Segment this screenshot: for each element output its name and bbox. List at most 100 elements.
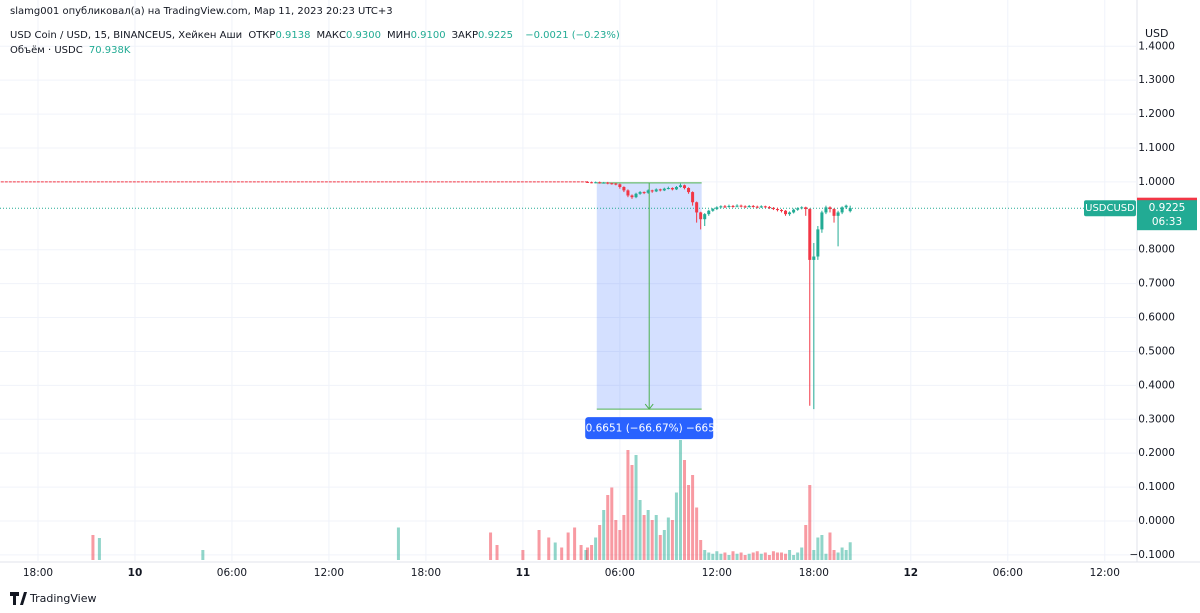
candle-body bbox=[775, 209, 779, 211]
candle-body bbox=[792, 209, 796, 213]
volume-bar bbox=[683, 460, 687, 560]
y-tick-label: 0.0000 bbox=[1138, 515, 1175, 527]
candle-body bbox=[763, 206, 767, 208]
x-tick-label: 18:00 bbox=[23, 567, 53, 579]
publisher: slamg001 опубликовал(а) на TradingView.c… bbox=[10, 6, 393, 17]
volume-bar bbox=[755, 551, 759, 560]
candle-body bbox=[695, 202, 699, 213]
volume-bar bbox=[711, 553, 715, 560]
x-tick-label: 18:00 bbox=[799, 567, 829, 579]
candle-body bbox=[711, 209, 715, 211]
candle-body bbox=[670, 188, 674, 190]
x-tick-label: 06:00 bbox=[605, 567, 635, 579]
x-tick-label: 06:00 bbox=[993, 567, 1023, 579]
volume-bar bbox=[537, 530, 541, 560]
volume-bar bbox=[812, 550, 816, 560]
volume-bar bbox=[553, 542, 557, 560]
symbol-title: USD Coin / USD, 15, BINANCEUS, Хейкен Аш… bbox=[10, 30, 243, 41]
volume-bar bbox=[662, 530, 666, 560]
volume-bar bbox=[678, 440, 682, 560]
candle-body bbox=[630, 195, 634, 198]
volume-bar bbox=[759, 553, 763, 560]
volume-bar bbox=[784, 553, 788, 560]
candle-body bbox=[836, 212, 840, 216]
x-tick-label: 12:00 bbox=[702, 567, 732, 579]
x-tick-label: 12 bbox=[903, 567, 918, 579]
volume-bar bbox=[594, 537, 598, 560]
candle-body bbox=[808, 209, 812, 260]
currency: USD bbox=[1145, 27, 1169, 40]
candle-body bbox=[784, 210, 788, 215]
volume-bar bbox=[547, 537, 551, 560]
volume-bar bbox=[610, 487, 614, 560]
volume-bar bbox=[586, 547, 590, 560]
volume-bar bbox=[622, 515, 626, 560]
candle-body bbox=[683, 185, 687, 189]
candle-body bbox=[650, 190, 654, 192]
volume-bar bbox=[828, 532, 832, 560]
volume-bar bbox=[707, 552, 711, 560]
candle-body bbox=[594, 182, 598, 184]
volume-bar bbox=[775, 552, 779, 560]
volume-bar bbox=[560, 547, 564, 560]
candle-body bbox=[731, 205, 735, 207]
candle-body bbox=[626, 190, 630, 196]
volume-bar bbox=[666, 517, 670, 560]
volume-bar bbox=[844, 550, 848, 560]
volume-bar bbox=[674, 492, 678, 560]
candle-body bbox=[590, 182, 594, 184]
candle-body bbox=[634, 193, 638, 198]
candle-body bbox=[658, 189, 662, 191]
candle-body bbox=[800, 207, 804, 209]
candle-body bbox=[646, 190, 650, 193]
ohlc-value: 0.9225 bbox=[478, 30, 514, 41]
x-tick-label: 10 bbox=[128, 567, 143, 579]
x-tick-label: 12:00 bbox=[1090, 567, 1120, 579]
y-tick-label: 1.2000 bbox=[1138, 108, 1175, 120]
brand: TradingView bbox=[29, 592, 96, 605]
y-tick-label: 0.8000 bbox=[1138, 244, 1175, 256]
candle-body bbox=[751, 205, 755, 207]
candle-body bbox=[715, 207, 719, 210]
volume-bar bbox=[626, 450, 630, 560]
volume-bar bbox=[630, 465, 634, 560]
volume-bar bbox=[658, 535, 662, 560]
volume-bar bbox=[201, 550, 205, 560]
candle-body bbox=[654, 189, 658, 192]
candle-body bbox=[755, 206, 759, 208]
volume-bar bbox=[792, 555, 796, 560]
y-tick-label: 0.4000 bbox=[1138, 379, 1175, 391]
candle-body bbox=[638, 192, 642, 194]
volume-bar bbox=[650, 520, 654, 560]
candle-body bbox=[804, 207, 808, 210]
volume-bar bbox=[646, 510, 650, 560]
volume-bar bbox=[579, 545, 583, 560]
volume-bar bbox=[743, 555, 747, 560]
volume-bar bbox=[691, 475, 695, 560]
volume-bar bbox=[396, 527, 400, 560]
volume-bar bbox=[634, 455, 638, 560]
volume-bar bbox=[727, 555, 731, 560]
candle-body bbox=[788, 212, 792, 215]
symbol-box bbox=[1084, 200, 1136, 217]
candle-body bbox=[610, 183, 614, 185]
x-tick-label: 06:00 bbox=[217, 567, 247, 579]
change: −0.0021 (−0.23%) bbox=[525, 30, 620, 41]
volume-bar bbox=[771, 551, 775, 560]
candle-body bbox=[820, 212, 824, 230]
volume-bar bbox=[606, 495, 610, 560]
candle-body bbox=[618, 184, 622, 187]
candle-body bbox=[606, 182, 610, 184]
candle-body bbox=[687, 188, 691, 193]
volume-bar bbox=[638, 500, 642, 560]
ohlc: ОТКР0.9138 МАКС0.9300 МИН0.9100 ЗАКР0.9225 bbox=[248, 30, 519, 41]
volume-bar bbox=[91, 535, 95, 560]
candle-body bbox=[674, 186, 678, 190]
candle-body bbox=[824, 207, 828, 213]
x-tick-label: 11 bbox=[516, 567, 531, 579]
volume-bar bbox=[735, 553, 739, 560]
candle-body bbox=[707, 210, 711, 215]
